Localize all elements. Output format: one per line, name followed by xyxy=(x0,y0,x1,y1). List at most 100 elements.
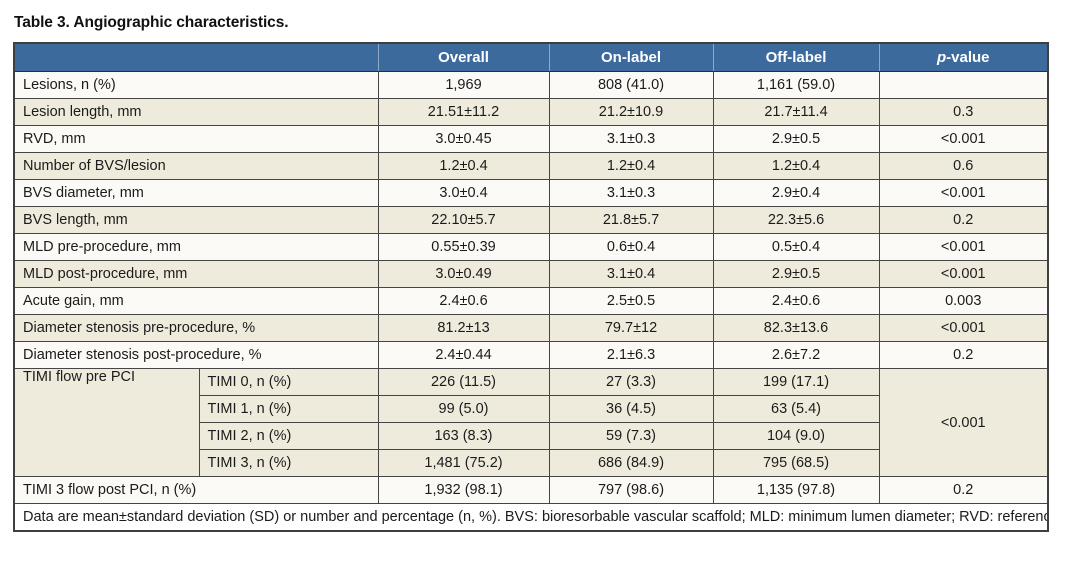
cell-on-label: 686 (84.9) xyxy=(548,449,714,477)
row-label: MLD pre-procedure, mm xyxy=(13,233,379,261)
cell-on-label: 36 (4.5) xyxy=(548,395,714,423)
cell-off-label: 2.9±0.4 xyxy=(712,179,880,207)
cell-off-label: 199 (17.1) xyxy=(712,368,880,396)
cell-overall: 21.51±11.2 xyxy=(377,98,550,126)
header-row: Overall On-label Off-label p-value xyxy=(13,42,1049,72)
cell-p-value: <0.001 xyxy=(878,260,1049,288)
cell-off-label: 1,161 (59.0) xyxy=(712,71,880,99)
cell-p-value: 0.3 xyxy=(878,98,1049,126)
table-row: Diameter stenosis post-procedure, % 2.4±… xyxy=(13,341,1049,369)
cell-overall: 3.0±0.4 xyxy=(377,179,550,207)
table-row: MLD post-procedure, mm 3.0±0.49 3.1±0.4 … xyxy=(13,260,1049,288)
cell-off-label: 1.2±0.4 xyxy=(712,152,880,180)
timi-subrow: TIMI 3, n (%) 1,481 (75.2) 686 (84.9) 79… xyxy=(14,449,1048,477)
timi-subrow: TIMI 2, n (%) 163 (8.3) 59 (7.3) 104 (9.… xyxy=(14,422,1048,450)
header-cell-empty xyxy=(13,42,379,72)
cell-overall: 2.4±0.44 xyxy=(377,341,550,369)
cell-on-label: 3.1±0.3 xyxy=(548,179,714,207)
cell-p-value xyxy=(878,71,1049,99)
row-label: Lesions, n (%) xyxy=(13,71,379,99)
timi-group-p-value: <0.001 xyxy=(878,368,1049,477)
cell-p-value: 0.2 xyxy=(878,476,1049,504)
cell-on-label: 2.5±0.5 xyxy=(548,287,714,315)
cell-overall: 1,969 xyxy=(377,71,550,99)
cell-overall: 22.10±5.7 xyxy=(377,206,550,234)
cell-overall: 1,481 (75.2) xyxy=(377,449,550,477)
row-label: Number of BVS/lesion xyxy=(13,152,379,180)
cell-off-label: 22.3±5.6 xyxy=(712,206,880,234)
cell-overall: 1,932 (98.1) xyxy=(377,476,550,504)
table-row: Lesions, n (%) 1,969 808 (41.0) 1,161 (5… xyxy=(13,71,1049,99)
cell-p-value: <0.001 xyxy=(878,314,1049,342)
cell-off-label: 2.4±0.6 xyxy=(712,287,880,315)
cell-off-label: 104 (9.0) xyxy=(712,422,880,450)
page: Table 3. Angiographic characteristics. O… xyxy=(13,14,1049,532)
row-label: Lesion length, mm xyxy=(13,98,379,126)
cell-off-label: 795 (68.5) xyxy=(712,449,880,477)
cell-off-label: 2.9±0.5 xyxy=(712,260,880,288)
header-cell-on-label: On-label xyxy=(548,42,714,72)
cell-overall: 163 (8.3) xyxy=(377,422,550,450)
table-row: BVS diameter, mm 3.0±0.4 3.1±0.3 2.9±0.4… xyxy=(13,179,1049,207)
cell-off-label: 1,135 (97.8) xyxy=(712,476,880,504)
cell-p-value: <0.001 xyxy=(878,125,1049,153)
cell-on-label: 79.7±12 xyxy=(548,314,714,342)
header-cell-overall: Overall xyxy=(377,42,550,72)
row-label: Diameter stenosis post-procedure, % xyxy=(13,341,379,369)
cell-off-label: 2.6±7.2 xyxy=(712,341,880,369)
table-row: Lesion length, mm 21.51±11.2 21.2±10.9 2… xyxy=(13,98,1049,126)
cell-on-label: 3.1±0.4 xyxy=(548,260,714,288)
table-row: Number of BVS/lesion 1.2±0.4 1.2±0.4 1.2… xyxy=(13,152,1049,180)
cell-p-value: 0.003 xyxy=(878,287,1049,315)
table-row: RVD, mm 3.0±0.45 3.1±0.3 2.9±0.5 <0.001 xyxy=(13,125,1049,153)
row-label: BVS diameter, mm xyxy=(13,179,379,207)
p-value-italic: p xyxy=(936,49,947,66)
cell-overall: 99 (5.0) xyxy=(377,395,550,423)
cell-on-label: 808 (41.0) xyxy=(548,71,714,99)
cell-on-label: 21.2±10.9 xyxy=(548,98,714,126)
cell-off-label: 0.5±0.4 xyxy=(712,233,880,261)
cell-off-label: 2.9±0.5 xyxy=(712,125,880,153)
cell-on-label: 59 (7.3) xyxy=(548,422,714,450)
header-cell-off-label: Off-label xyxy=(712,42,880,72)
cell-on-label: 797 (98.6) xyxy=(548,476,714,504)
timi-sublabel: TIMI 2, n (%) xyxy=(198,422,379,450)
cell-overall: 226 (11.5) xyxy=(377,368,550,396)
cell-overall: 0.55±0.39 xyxy=(377,233,550,261)
timi-sublabel: TIMI 3, n (%) xyxy=(198,449,379,477)
cell-p-value: 0.2 xyxy=(878,341,1049,369)
cell-p-value: 0.6 xyxy=(878,152,1049,180)
table-row: Diameter stenosis pre-procedure, % 81.2±… xyxy=(13,314,1049,342)
cell-overall: 3.0±0.49 xyxy=(377,260,550,288)
table-row: TIMI 3 flow post PCI, n (%) 1,932 (98.1)… xyxy=(13,476,1049,504)
row-label: Acute gain, mm xyxy=(13,287,379,315)
angiographic-characteristics-table: Overall On-label Off-label p-value Lesio… xyxy=(13,42,1049,532)
cell-p-value: 0.2 xyxy=(878,206,1049,234)
cell-on-label: 3.1±0.3 xyxy=(548,125,714,153)
cell-on-label: 27 (3.3) xyxy=(548,368,714,396)
table-row: BVS length, mm 22.10±5.7 21.8±5.7 22.3±5… xyxy=(13,206,1049,234)
cell-p-value: <0.001 xyxy=(878,233,1049,261)
row-label: MLD post-procedure, mm xyxy=(13,260,379,288)
cell-on-label: 0.6±0.4 xyxy=(548,233,714,261)
p-value-rest: -value xyxy=(946,49,990,66)
cell-overall: 81.2±13 xyxy=(377,314,550,342)
cell-overall: 3.0±0.45 xyxy=(377,125,550,153)
cell-on-label: 2.1±6.3 xyxy=(548,341,714,369)
cell-p-value: <0.001 xyxy=(878,179,1049,207)
cell-off-label: 82.3±13.6 xyxy=(712,314,880,342)
cell-overall: 1.2±0.4 xyxy=(377,152,550,180)
timi-sublabel: TIMI 0, n (%) xyxy=(198,368,379,396)
table-footnote: Data are mean±standard deviation (SD) or… xyxy=(13,503,1049,532)
cell-on-label: 1.2±0.4 xyxy=(548,152,714,180)
cell-off-label: 21.7±11.4 xyxy=(712,98,880,126)
header-cell-p-value: p-value xyxy=(878,42,1049,72)
timi-sublabel: TIMI 1, n (%) xyxy=(198,395,379,423)
cell-off-label: 63 (5.4) xyxy=(712,395,880,423)
row-label: Diameter stenosis pre-procedure, % xyxy=(13,314,379,342)
cell-overall: 2.4±0.6 xyxy=(377,287,550,315)
row-label: BVS length, mm xyxy=(13,206,379,234)
timi-group-label: TIMI flow pre PCI xyxy=(13,368,200,477)
row-label: TIMI 3 flow post PCI, n (%) xyxy=(13,476,379,504)
table-body: Lesions, n (%) 1,969 808 (41.0) 1,161 (5… xyxy=(13,71,1049,532)
